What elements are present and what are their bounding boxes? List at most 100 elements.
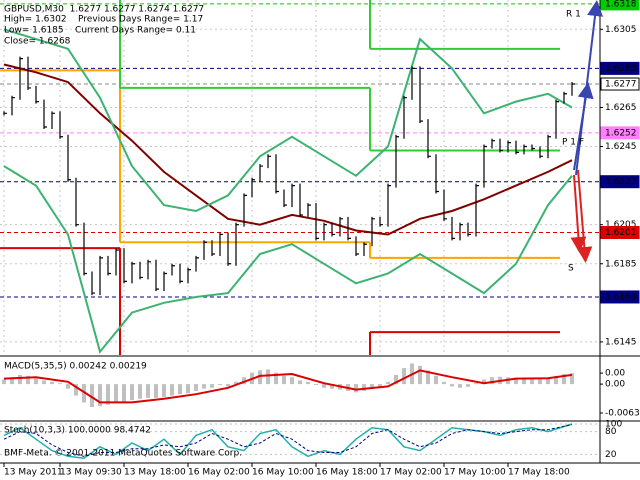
price-bar	[395, 134, 399, 188]
macd-bar	[306, 381, 310, 385]
price-bar	[435, 154, 439, 194]
stoch-main	[3, 423, 573, 459]
price-bar	[131, 261, 135, 284]
price-bar	[571, 82, 575, 96]
level-label-box	[600, 290, 640, 304]
macd-bar	[178, 384, 182, 395]
stoch-title: Stoch(10,3,3) 100.0000 98.4742	[4, 426, 151, 436]
macd-bar	[314, 384, 318, 386]
price-bar	[235, 222, 239, 266]
macd-bar	[218, 384, 222, 386]
macd-bar	[58, 383, 62, 385]
macd-bar	[34, 378, 38, 385]
macd-bar	[442, 381, 446, 385]
macd-bar	[290, 377, 294, 385]
price-bar	[107, 255, 111, 276]
y-tick-label: 1.6305	[605, 25, 637, 35]
macd-bar	[66, 384, 70, 389]
price-bar	[275, 154, 279, 194]
macd-bar	[522, 378, 526, 385]
macd-bar	[418, 365, 422, 385]
macd-bar	[2, 379, 6, 385]
pivot-annotation: R 1	[566, 10, 581, 20]
y-tick-label: 1.6205	[605, 220, 637, 230]
macd-bar	[186, 384, 190, 394]
price-bar	[291, 183, 295, 208]
macd-bar	[570, 373, 574, 385]
price-bar	[211, 240, 215, 256]
price-bar	[43, 99, 47, 129]
plot-layer	[0, 0, 600, 459]
macd-bar	[98, 384, 102, 407]
price-bar	[515, 140, 519, 155]
level-label-box	[600, 61, 640, 75]
x-tick-label: 16 May 18:00	[316, 468, 378, 478]
x-tick-label: 13 May 2011	[4, 468, 63, 478]
level-label: 1.6227	[605, 177, 637, 187]
price-bar	[115, 248, 119, 276]
info-line: Low= 1.6185 Current Days Range= 0.11	[4, 26, 196, 36]
level-label: 1.6318	[605, 0, 637, 9]
macd-bar	[170, 384, 174, 396]
y-tick-label: 1.6185	[605, 259, 637, 269]
price-bar	[419, 66, 423, 124]
price-bar	[379, 216, 383, 227]
forecast-arrow	[570, 174, 587, 253]
price-bar	[19, 56, 23, 100]
price-bar	[227, 232, 231, 266]
level-label-box	[600, 0, 640, 11]
x-tick-label: 17 May 10:00	[444, 468, 506, 478]
macd-bar	[258, 370, 262, 385]
price-bar	[267, 154, 271, 169]
price-bar	[27, 56, 31, 90]
price-bar	[195, 255, 199, 272]
macd-bar	[138, 384, 142, 399]
price-bar	[363, 242, 367, 256]
macd-bar	[274, 372, 278, 385]
macd-bar	[538, 379, 542, 385]
macd-bar	[490, 377, 494, 385]
indicator-line	[3, 28, 573, 213]
macd-bar	[562, 374, 566, 385]
price-bar	[443, 189, 447, 221]
macd-bar	[10, 377, 14, 385]
macd-bar	[466, 384, 470, 387]
macd-bar	[330, 384, 334, 389]
price-bar	[467, 222, 471, 237]
macd-bar	[362, 384, 366, 391]
y-tick-label: 1.6145	[605, 337, 637, 347]
macd-bar	[42, 380, 46, 385]
macd-bar	[554, 375, 558, 385]
price-bar	[371, 216, 375, 247]
level-label-box	[600, 77, 640, 91]
price-bar	[547, 134, 551, 159]
macd-bar	[194, 384, 198, 391]
x-tick-label: 17 May 18:00	[508, 468, 570, 478]
macd-bar	[202, 384, 206, 389]
info-line: High= 1.6302 Previous Days Range= 1.17	[4, 15, 203, 25]
macd-bar	[386, 381, 390, 385]
macd-bar	[394, 374, 398, 385]
macd-bar	[370, 384, 374, 389]
x-tick-label: 13 May 18:00	[124, 468, 186, 478]
x-tick-label: 17 May 02:00	[380, 468, 442, 478]
macd-bar	[18, 374, 22, 385]
stoch-tick-label: 20	[605, 450, 617, 460]
level-label-box	[600, 175, 640, 189]
level-label: 1.6201	[605, 228, 637, 238]
price-bar	[203, 240, 207, 260]
info-line: Close= 1.6268	[4, 37, 71, 47]
info-line: GBPUSD,M30 1.6277 1.6277 1.6274 1.6277	[4, 5, 204, 15]
macd-bar	[530, 378, 534, 385]
macd-bar	[378, 384, 382, 387]
stoch-signal	[3, 424, 573, 457]
level-label: 1.6277	[605, 80, 637, 90]
price-bar	[507, 140, 511, 153]
macd-bar	[154, 384, 158, 398]
price-bar	[259, 164, 263, 182]
price-bar	[387, 183, 391, 227]
price-bar	[339, 216, 343, 237]
